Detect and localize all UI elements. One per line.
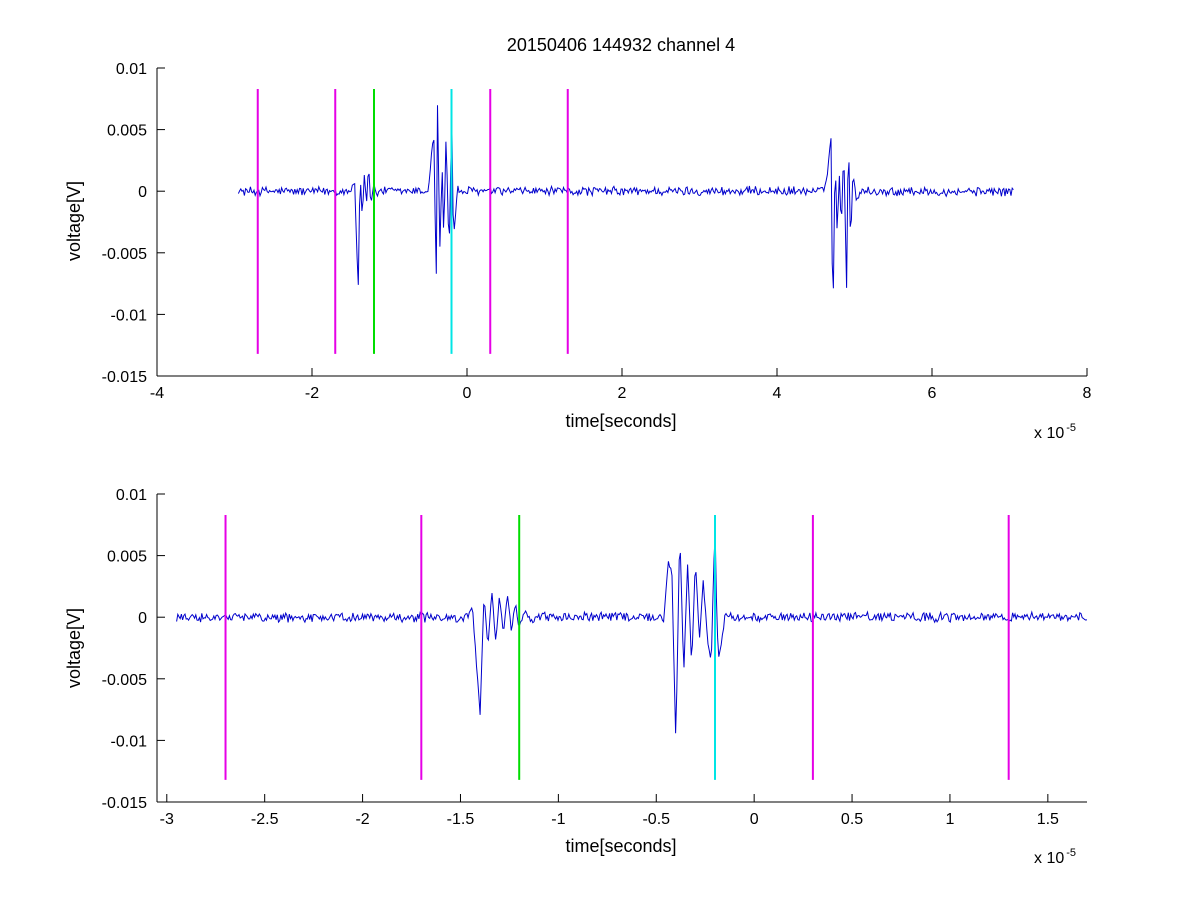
x-tick-label: 0 bbox=[750, 811, 759, 828]
x-exponent-label: x 10 -5 bbox=[1034, 422, 1076, 442]
y-tick-label: -0.015 bbox=[102, 795, 147, 812]
x-tick-label: -1.5 bbox=[447, 811, 475, 828]
signal-series-line bbox=[176, 533, 1087, 734]
x-axis-label: time[seconds] bbox=[565, 411, 676, 431]
x-tick-label: -4 bbox=[150, 385, 164, 402]
x-tick-label: -2 bbox=[305, 385, 319, 402]
y-tick-label: 0.01 bbox=[116, 61, 147, 78]
x-exponent-base: x 10 bbox=[1034, 425, 1064, 442]
x-exponent-base: x 10 bbox=[1034, 850, 1064, 867]
bottom-plot-area: -0.015 -0.01 -0.005 0 0.005 0.01 -3 -2.5 -2 -1.5 -… bbox=[102, 487, 1087, 828]
y-tick-label: -0.01 bbox=[111, 733, 148, 750]
y-tick-label: 0.005 bbox=[107, 549, 147, 566]
x-tick-label: 1 bbox=[945, 811, 954, 828]
x-tick-label: -0.5 bbox=[642, 811, 670, 828]
y-tick-label: 0 bbox=[138, 610, 147, 627]
x-tick-label: 2 bbox=[618, 385, 627, 402]
x-tick-label: 0.5 bbox=[841, 811, 863, 828]
x-tick-label: -1 bbox=[551, 811, 565, 828]
bottom-plot: -0.015 -0.01 -0.005 0 0.005 0.01 -3 -2.5 -2 -1.5 -… bbox=[64, 487, 1087, 867]
x-tick-label: -3 bbox=[160, 811, 174, 828]
x-tick-label: -2.5 bbox=[251, 811, 279, 828]
y-tick-label: -0.01 bbox=[111, 307, 148, 324]
x-exponent-power: -5 bbox=[1066, 422, 1076, 434]
y-tick-label: 0.01 bbox=[116, 487, 147, 504]
x-tick-label: 4 bbox=[773, 385, 782, 402]
top-plot-area: -0.015 -0.01 -0.005 0 0.005 0.01 -4 -2 0 2 4 6 8 bbox=[102, 61, 1092, 402]
x-tick-label: 8 bbox=[1083, 385, 1092, 402]
x-tick-label: -2 bbox=[355, 811, 369, 828]
y-tick-label: -0.015 bbox=[102, 369, 147, 386]
y-tick-label: -0.005 bbox=[102, 246, 147, 263]
y-tick-label: -0.005 bbox=[102, 672, 147, 689]
x-exponent-power: -5 bbox=[1066, 847, 1076, 859]
x-axis-label: time[seconds] bbox=[565, 836, 676, 856]
y-axis-label: voltage[V] bbox=[64, 608, 84, 688]
x-exponent-label: x 10 -5 bbox=[1034, 847, 1076, 867]
x-tick-label: 6 bbox=[928, 385, 937, 402]
y-tick-label: 0 bbox=[138, 184, 147, 201]
chart-title: 20150406 144932 channel 4 bbox=[507, 35, 735, 55]
y-tick-label: 0.005 bbox=[107, 123, 147, 140]
y-axis-label: voltage[V] bbox=[64, 181, 84, 261]
x-tick-label: 0 bbox=[463, 385, 472, 402]
top-plot: 20150406 144932 channel 4 -0.015-0.01-0.… bbox=[64, 35, 1092, 442]
x-tick-label: 1.5 bbox=[1037, 811, 1059, 828]
signal-series-line bbox=[237, 105, 1014, 289]
